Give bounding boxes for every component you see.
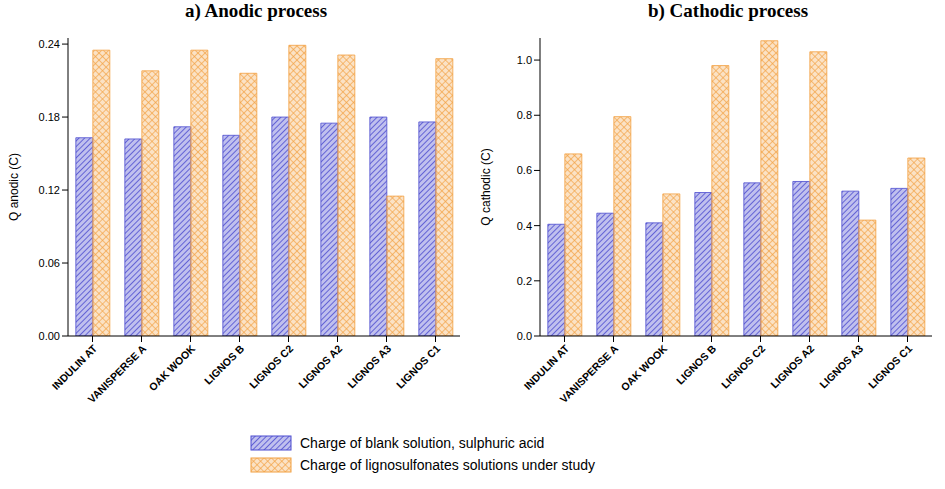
svg-text:0.4: 0.4 — [517, 220, 532, 232]
svg-text:INDULIN AT: INDULIN AT — [521, 342, 571, 392]
svg-text:0.8: 0.8 — [517, 109, 532, 121]
svg-text:LIGNOS A3: LIGNOS A3 — [817, 342, 865, 390]
svg-text:LIGNOS C2: LIGNOS C2 — [247, 342, 296, 391]
html-text:Charge of blank solution, sulp: Charge of blank solution, sulphuric acid — [300, 435, 545, 451]
svg-text:LIGNOS C2: LIGNOS C2 — [719, 342, 768, 391]
svg-text:0.12: 0.12 — [39, 184, 60, 196]
svg-text:VANISPERSE A: VANISPERSE A — [85, 342, 148, 405]
svg-text:LIGNOS B: LIGNOS B — [674, 342, 719, 387]
svg-text:Q anodic (C): Q anodic (C) — [8, 153, 21, 221]
svg-text:LIGNOS C1: LIGNOS C1 — [394, 342, 443, 391]
svg-text:1.0: 1.0 — [517, 54, 532, 66]
svg-text:INDULIN AT: INDULIN AT — [49, 342, 99, 392]
svg-text:LIGNOS B: LIGNOS B — [202, 342, 247, 387]
svg-text:VANISPERSE A: VANISPERSE A — [557, 342, 620, 405]
html-text:b) Cathodic process: b) Cathodic process — [647, 0, 808, 21]
svg-text:0.2: 0.2 — [517, 275, 532, 287]
svg-text:0.6: 0.6 — [517, 164, 532, 176]
svg-text:OAK WOOK: OAK WOOK — [146, 342, 197, 393]
svg-text:0.0: 0.0 — [517, 330, 532, 342]
svg-text:0.00: 0.00 — [39, 330, 60, 342]
svg-text:LIGNOS C1: LIGNOS C1 — [866, 342, 915, 391]
svg-text:0.18: 0.18 — [39, 111, 60, 123]
html-text:a) Anodic process: a) Anodic process — [184, 0, 328, 21]
svg-text:0.24: 0.24 — [39, 38, 60, 50]
svg-text:0.06: 0.06 — [39, 257, 60, 269]
svg-text:LIGNOS A2: LIGNOS A2 — [768, 342, 816, 390]
svg-text:LIGNOS A3: LIGNOS A3 — [345, 342, 393, 390]
svg-text:LIGNOS A2: LIGNOS A2 — [296, 342, 344, 390]
svg-text:OAK WOOK: OAK WOOK — [618, 342, 669, 393]
svg-text:Q cathodic (C): Q cathodic (C) — [479, 148, 493, 225]
html-text:Charge of lignosulfonates solu: Charge of lignosulfonates solutions unde… — [300, 457, 595, 473]
